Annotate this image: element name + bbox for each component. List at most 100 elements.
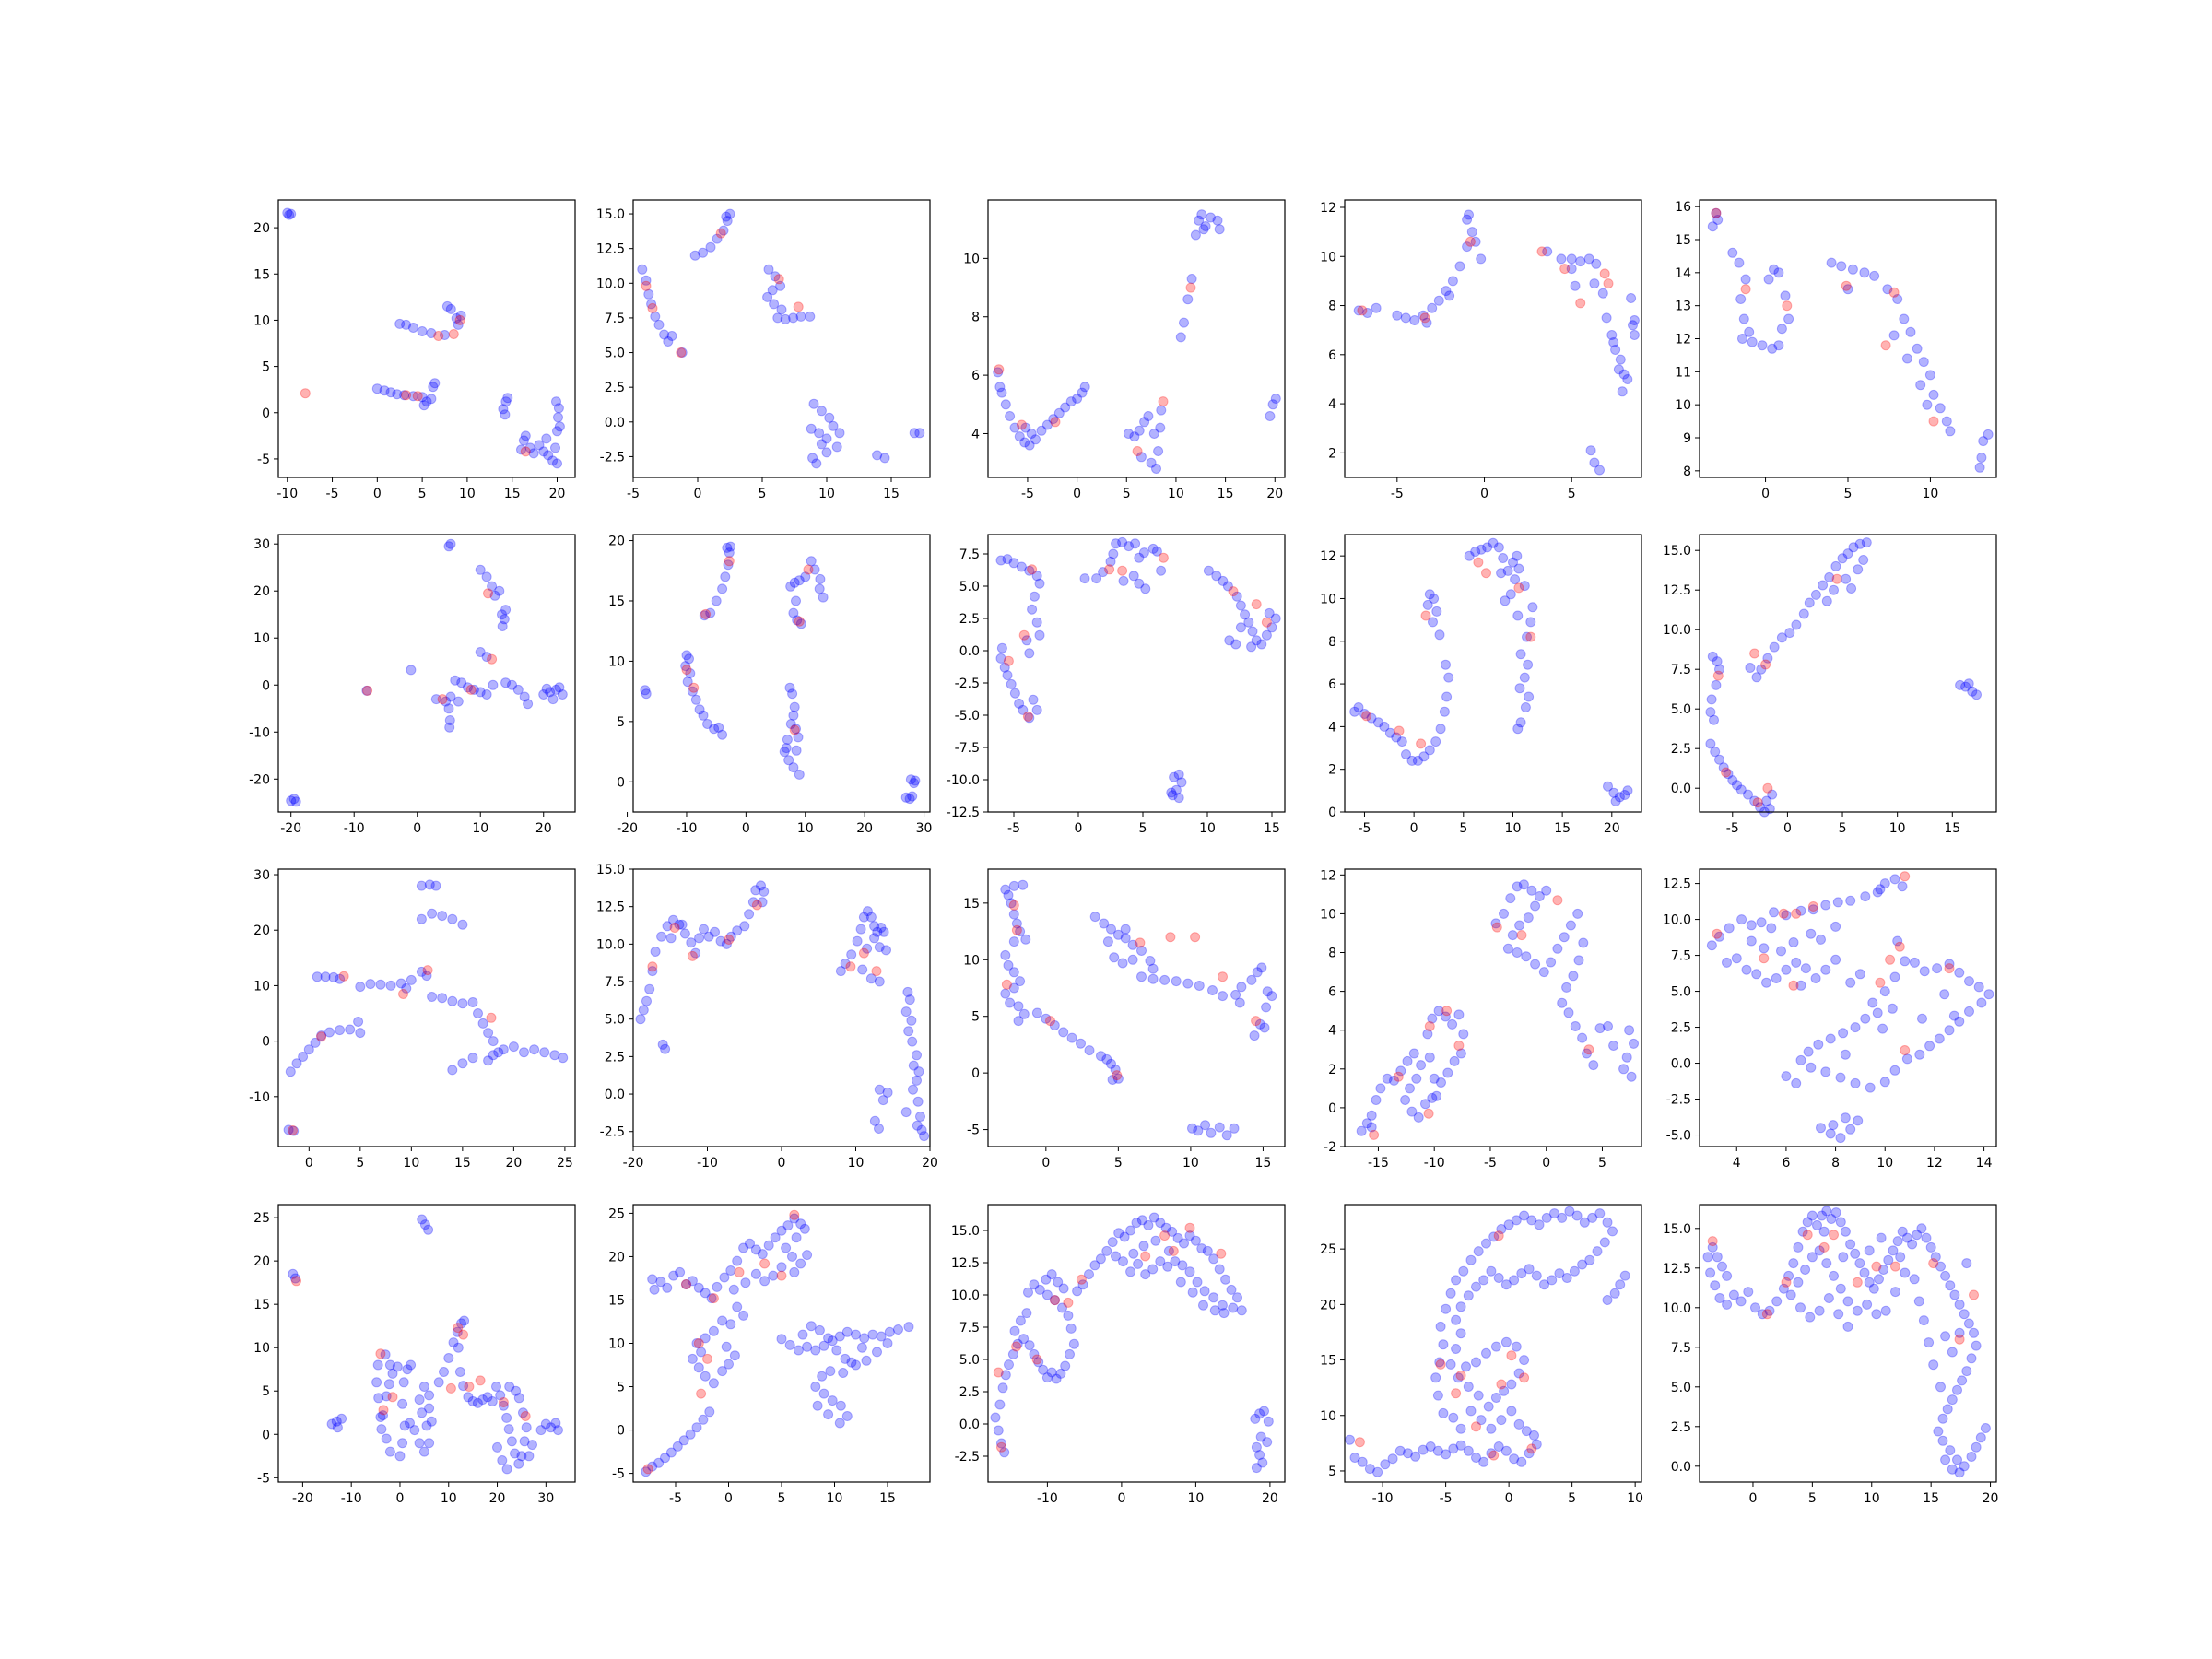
scatter-point: [1788, 980, 1799, 991]
scatter-point: [1423, 1108, 1434, 1119]
scatter-point: [1626, 1071, 1637, 1082]
scatter-point: [1490, 918, 1501, 929]
scatter-point: [1214, 224, 1225, 235]
scatter-point: [1112, 1073, 1124, 1084]
scatter-point: [1020, 422, 1031, 433]
y-tick-label: 15: [608, 594, 625, 609]
scatter-point: [504, 1382, 515, 1392]
scatter-point: [426, 394, 437, 405]
scatter-point: [1024, 712, 1035, 724]
scatter-point: [1481, 1238, 1491, 1249]
scatter-point: [1610, 345, 1621, 355]
scatter-point: [1026, 429, 1037, 439]
scatter-point: [1963, 1318, 1974, 1329]
scatter-point: [1196, 1243, 1207, 1254]
scatter-point: [788, 710, 799, 721]
scatter-point: [653, 319, 665, 330]
scatter-point: [1930, 1252, 1941, 1263]
scatter-point: [1840, 1049, 1851, 1060]
scatter-point: [1124, 541, 1135, 552]
scatter-point: [397, 1398, 408, 1409]
scatter-point: [355, 982, 366, 993]
scatter-point: [1366, 1110, 1377, 1121]
y-tick-label: 15.0: [1663, 1222, 1691, 1237]
scatter-point: [862, 906, 873, 917]
scatter-point: [312, 971, 323, 982]
scatter-point: [550, 684, 561, 695]
scatter-point: [1864, 1277, 1875, 1288]
scatter-point: [1498, 553, 1509, 563]
scatter-point: [1759, 943, 1770, 954]
scatter-point: [1901, 353, 1912, 364]
series-blue: [990, 1212, 1274, 1474]
scatter-point: [1890, 1287, 1900, 1298]
scatter-point: [336, 1413, 347, 1424]
scatter-point: [1785, 1289, 1796, 1300]
scatter-point: [1829, 1230, 1839, 1241]
scatter-point: [1140, 583, 1151, 594]
scatter-point: [1767, 789, 1778, 800]
scatter-point: [1820, 964, 1831, 975]
series-red: [994, 282, 1196, 456]
scatter-point: [1512, 947, 1523, 958]
scatter-point: [538, 689, 549, 700]
scatter-point: [1356, 1125, 1367, 1136]
scatter-point: [1496, 1224, 1507, 1234]
y-tick-label: -2.5: [600, 450, 625, 465]
scatter-point: [1270, 394, 1281, 404]
scatter-point: [1711, 679, 1722, 690]
x-tick-label: 20: [535, 821, 552, 836]
axes-frame: [1699, 1204, 1997, 1483]
scatter-point: [472, 1397, 483, 1408]
scatter-point: [1757, 1309, 1768, 1320]
scatter-point: [1812, 1219, 1822, 1230]
scatter-point: [1166, 787, 1177, 798]
scatter-point: [553, 1425, 563, 1436]
scatter-point: [996, 1438, 1006, 1449]
scatter-point: [417, 392, 428, 403]
scatter-point: [1738, 313, 1749, 324]
scatter-point: [759, 1258, 771, 1269]
scatter-point: [1153, 446, 1164, 456]
x-tick-label: 5: [1839, 821, 1847, 836]
scatter-point: [421, 1420, 432, 1431]
scatter-point: [779, 747, 790, 758]
scatter-point: [1921, 1232, 1932, 1243]
scatter-point: [1578, 937, 1589, 948]
x-tick-label: 15: [1255, 1156, 1272, 1171]
scatter-point: [1127, 954, 1138, 965]
scatter-point: [653, 1457, 665, 1468]
scatter-point: [1445, 1288, 1456, 1299]
scatter-point: [1845, 1124, 1856, 1135]
scatter-point: [676, 347, 687, 358]
scatter-point: [1432, 1445, 1443, 1456]
scatter-point: [662, 1282, 673, 1293]
scatter-point: [635, 1014, 646, 1025]
scatter-point: [523, 699, 534, 710]
series-red: [1369, 895, 1594, 1140]
scatter-point: [406, 665, 417, 676]
scatter-point: [1134, 578, 1145, 589]
scatter-point: [1954, 1467, 1965, 1478]
scatter-point: [1618, 1064, 1630, 1075]
scatter-point: [497, 621, 508, 631]
scatter-point: [1901, 1232, 1912, 1243]
scatter-point: [704, 1406, 715, 1418]
scatter-points: [283, 879, 569, 1136]
scatter-point: [811, 458, 822, 469]
scatter-point: [1171, 784, 1182, 795]
scatter-point: [428, 382, 439, 393]
scatter-point: [1076, 1038, 1086, 1049]
scatter-point: [378, 1410, 388, 1421]
scatter-point: [903, 1322, 914, 1333]
series-blue: [995, 536, 1281, 804]
scatter-point: [1583, 1044, 1594, 1055]
scatter-point: [1744, 326, 1755, 337]
x-tick-label: 10: [1889, 821, 1906, 836]
scatter-point: [1013, 1016, 1024, 1027]
scatter-point: [1830, 954, 1841, 965]
